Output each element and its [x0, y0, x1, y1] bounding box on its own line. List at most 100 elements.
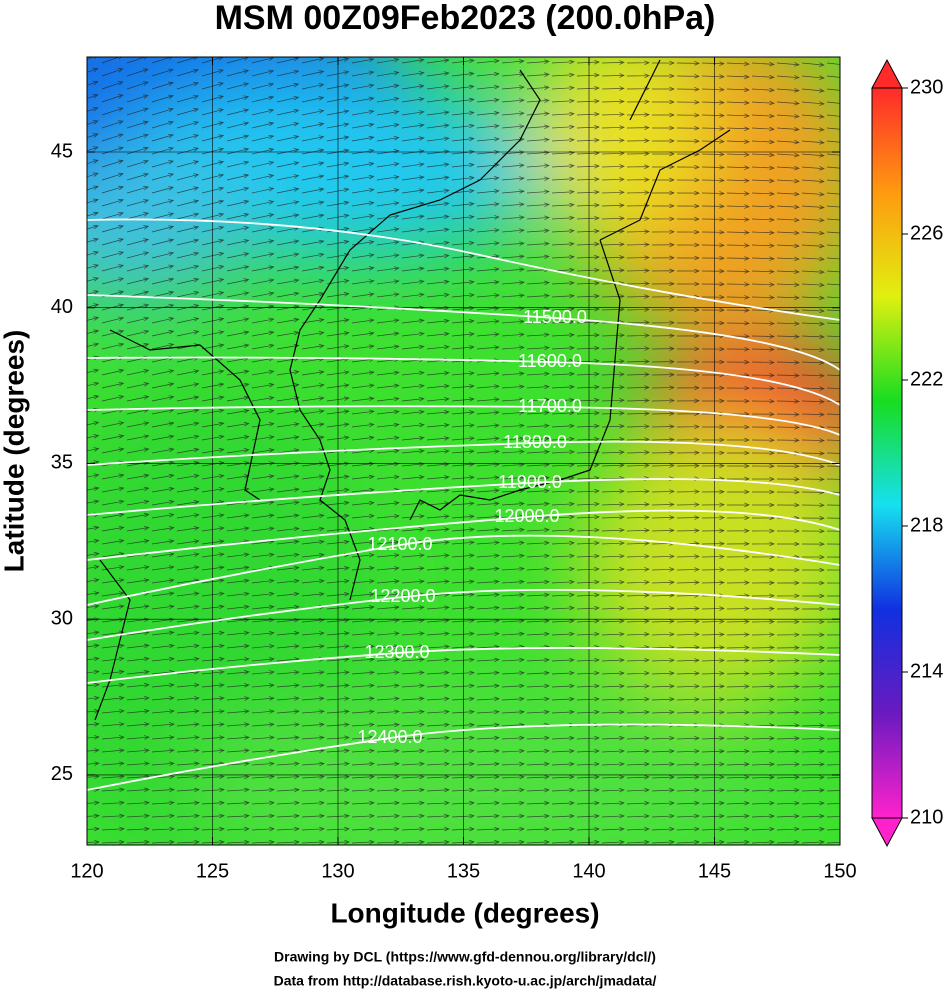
wind-arrow	[651, 697, 675, 702]
wind-arrow	[776, 113, 800, 119]
wind-arrow	[551, 319, 575, 325]
x-tick-label: 130	[321, 860, 354, 882]
wind-arrow	[826, 595, 840, 597]
wind-arrow	[351, 553, 375, 558]
wind-arrow	[476, 501, 500, 506]
wind-arrow	[151, 630, 175, 636]
wind-arrow	[226, 643, 250, 649]
wind-arrow	[551, 618, 575, 624]
wind-arrow	[751, 632, 775, 637]
wind-arrow	[201, 395, 225, 402]
wind-arrow	[451, 266, 475, 272]
wind-arrow	[426, 657, 450, 663]
wind-arrow	[651, 268, 675, 274]
wind-arrow	[801, 528, 825, 534]
wind-arrow	[601, 502, 625, 507]
wind-arrow	[576, 527, 600, 533]
wind-arrow	[126, 329, 150, 337]
wind-arrow	[101, 225, 125, 233]
wind-arrow	[126, 447, 150, 454]
wind-arrow	[376, 370, 400, 376]
wind-arrow	[701, 126, 725, 131]
wind-arrow	[626, 774, 650, 780]
wind-arrow	[101, 643, 125, 649]
wind-arrow	[726, 113, 750, 119]
wind-arrow	[401, 709, 425, 715]
wind-arrow	[526, 176, 550, 182]
wind-arrow	[87, 277, 100, 282]
wind-arrow	[751, 787, 775, 793]
wind-arrow	[576, 748, 600, 754]
wind-arrow	[626, 658, 650, 663]
wind-arrow	[826, 660, 840, 662]
wind-arrow	[651, 774, 675, 780]
wind-arrow	[676, 177, 700, 183]
wind-arrow	[801, 386, 825, 391]
wind-arrow	[276, 644, 300, 649]
wind-arrow	[87, 499, 100, 505]
wind-arrow	[401, 97, 425, 103]
wind-arrow	[501, 748, 525, 754]
wind-arrow	[426, 253, 450, 259]
wind-arrow	[251, 630, 275, 636]
wind-arrow	[401, 318, 425, 324]
wind-arrow	[626, 346, 650, 351]
wind-arrow	[576, 514, 600, 520]
wind-arrow	[426, 761, 450, 767]
x-tick-label: 145	[698, 860, 731, 882]
wind-arrow	[651, 437, 675, 442]
wind-arrow	[601, 839, 625, 845]
wind-arrow	[451, 136, 475, 142]
wind-arrow	[751, 658, 775, 663]
wind-arrow	[626, 813, 650, 819]
wind-arrow	[251, 709, 275, 714]
wind-arrow	[151, 186, 175, 194]
wind-arrow	[676, 502, 700, 507]
wind-arrow	[476, 553, 500, 559]
wind-arrow	[626, 748, 650, 754]
wind-arrow	[601, 748, 625, 754]
wind-arrow	[651, 229, 675, 235]
wind-arrow	[826, 673, 840, 675]
wind-arrow	[426, 149, 450, 155]
wind-arrow	[351, 787, 375, 793]
wind-arrow	[701, 736, 725, 741]
wind-arrow	[801, 593, 825, 599]
wind-arrow	[101, 748, 125, 753]
wind-arrow	[601, 177, 625, 182]
wind-arrow	[226, 173, 250, 181]
wind-arrow	[501, 293, 525, 298]
wind-arrow	[476, 71, 500, 77]
wind-arrow	[576, 605, 600, 611]
wind-arrow	[701, 385, 725, 391]
wind-arrow	[401, 162, 425, 168]
wind-arrow	[301, 239, 325, 246]
wind-arrow	[426, 370, 450, 376]
wind-arrow	[251, 200, 275, 207]
wind-arrow	[276, 631, 300, 636]
wind-arrow	[201, 709, 225, 714]
x-axis-label: Longitude (degrees)	[330, 897, 599, 928]
wind-arrow	[551, 384, 575, 390]
wind-arrow	[126, 722, 150, 727]
wind-arrow	[551, 410, 575, 416]
wind-arrow	[751, 269, 775, 274]
wind-arrow	[251, 487, 275, 493]
wind-arrow	[276, 383, 300, 389]
wind-arrow	[776, 152, 800, 158]
wind-arrow	[401, 370, 425, 376]
wind-arrow	[626, 515, 650, 520]
wind-arrow	[226, 474, 250, 480]
wind-arrow	[276, 526, 300, 532]
wind-arrow	[151, 81, 174, 90]
wind-arrow	[676, 216, 700, 222]
wind-arrow	[526, 436, 550, 442]
wind-arrow	[351, 174, 375, 181]
wind-arrow	[126, 709, 150, 714]
wind-arrow	[501, 540, 525, 546]
wind-arrow	[126, 578, 150, 584]
wind-arrow	[576, 592, 600, 598]
wind-arrow	[826, 179, 840, 182]
wind-arrow	[401, 696, 425, 702]
wind-arrow	[476, 488, 500, 493]
